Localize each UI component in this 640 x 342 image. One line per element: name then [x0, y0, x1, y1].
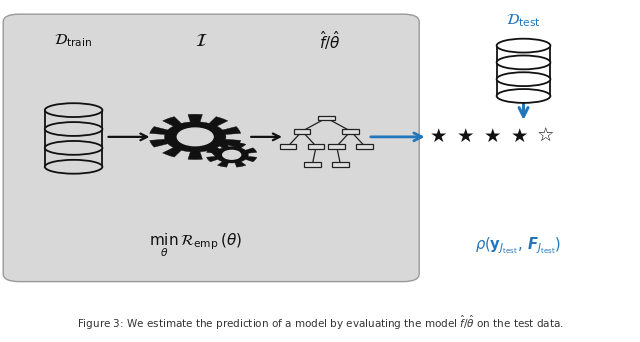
- Text: $\rho(\mathbf{y}_{J_{\mathrm{test}}},\, \boldsymbol{F}_{J_{\mathrm{test}}})$: $\rho(\mathbf{y}_{J_{\mathrm{test}}},\, …: [476, 235, 561, 256]
- Circle shape: [177, 128, 213, 146]
- Text: $\mathcal{D}_{\mathrm{test}}$: $\mathcal{D}_{\mathrm{test}}$: [506, 12, 541, 29]
- Polygon shape: [342, 129, 359, 134]
- Polygon shape: [45, 129, 102, 148]
- Text: ★: ★: [429, 127, 447, 146]
- Polygon shape: [304, 162, 321, 167]
- Polygon shape: [45, 110, 102, 129]
- Text: $\mathcal{I}$: $\mathcal{I}$: [195, 32, 208, 50]
- Polygon shape: [497, 62, 550, 79]
- Text: ☆: ☆: [537, 127, 555, 146]
- Ellipse shape: [45, 160, 102, 174]
- Text: $\hat{f}/\hat{\theta}$: $\hat{f}/\hat{\theta}$: [319, 29, 340, 52]
- Polygon shape: [497, 45, 550, 62]
- Ellipse shape: [497, 72, 550, 86]
- Polygon shape: [332, 162, 349, 167]
- Polygon shape: [150, 114, 241, 159]
- Ellipse shape: [497, 39, 550, 53]
- Polygon shape: [356, 144, 373, 149]
- Text: $\mathcal{D}_{\mathrm{train}}$: $\mathcal{D}_{\mathrm{train}}$: [54, 32, 93, 49]
- Polygon shape: [318, 116, 335, 120]
- Ellipse shape: [45, 122, 102, 136]
- Text: $\min_{\theta}\,\mathcal{R}_{\mathrm{emp}}(\theta)$: $\min_{\theta}\,\mathcal{R}_{\mathrm{emp…: [148, 232, 242, 259]
- Ellipse shape: [45, 141, 102, 155]
- Polygon shape: [45, 148, 102, 167]
- Polygon shape: [328, 144, 345, 149]
- Ellipse shape: [497, 89, 550, 103]
- Polygon shape: [280, 144, 296, 149]
- Polygon shape: [308, 144, 324, 149]
- Text: ★: ★: [456, 127, 474, 146]
- Circle shape: [223, 150, 241, 159]
- Ellipse shape: [497, 55, 550, 69]
- Text: ★: ★: [483, 127, 501, 146]
- Polygon shape: [497, 79, 550, 96]
- FancyBboxPatch shape: [3, 14, 419, 281]
- Text: Figure 3: We estimate the prediction of a model by evaluating the model $\hat{f}: Figure 3: We estimate the prediction of …: [77, 313, 563, 332]
- Text: ★: ★: [510, 127, 528, 146]
- Polygon shape: [294, 129, 310, 134]
- Polygon shape: [207, 143, 257, 167]
- Ellipse shape: [45, 103, 102, 117]
